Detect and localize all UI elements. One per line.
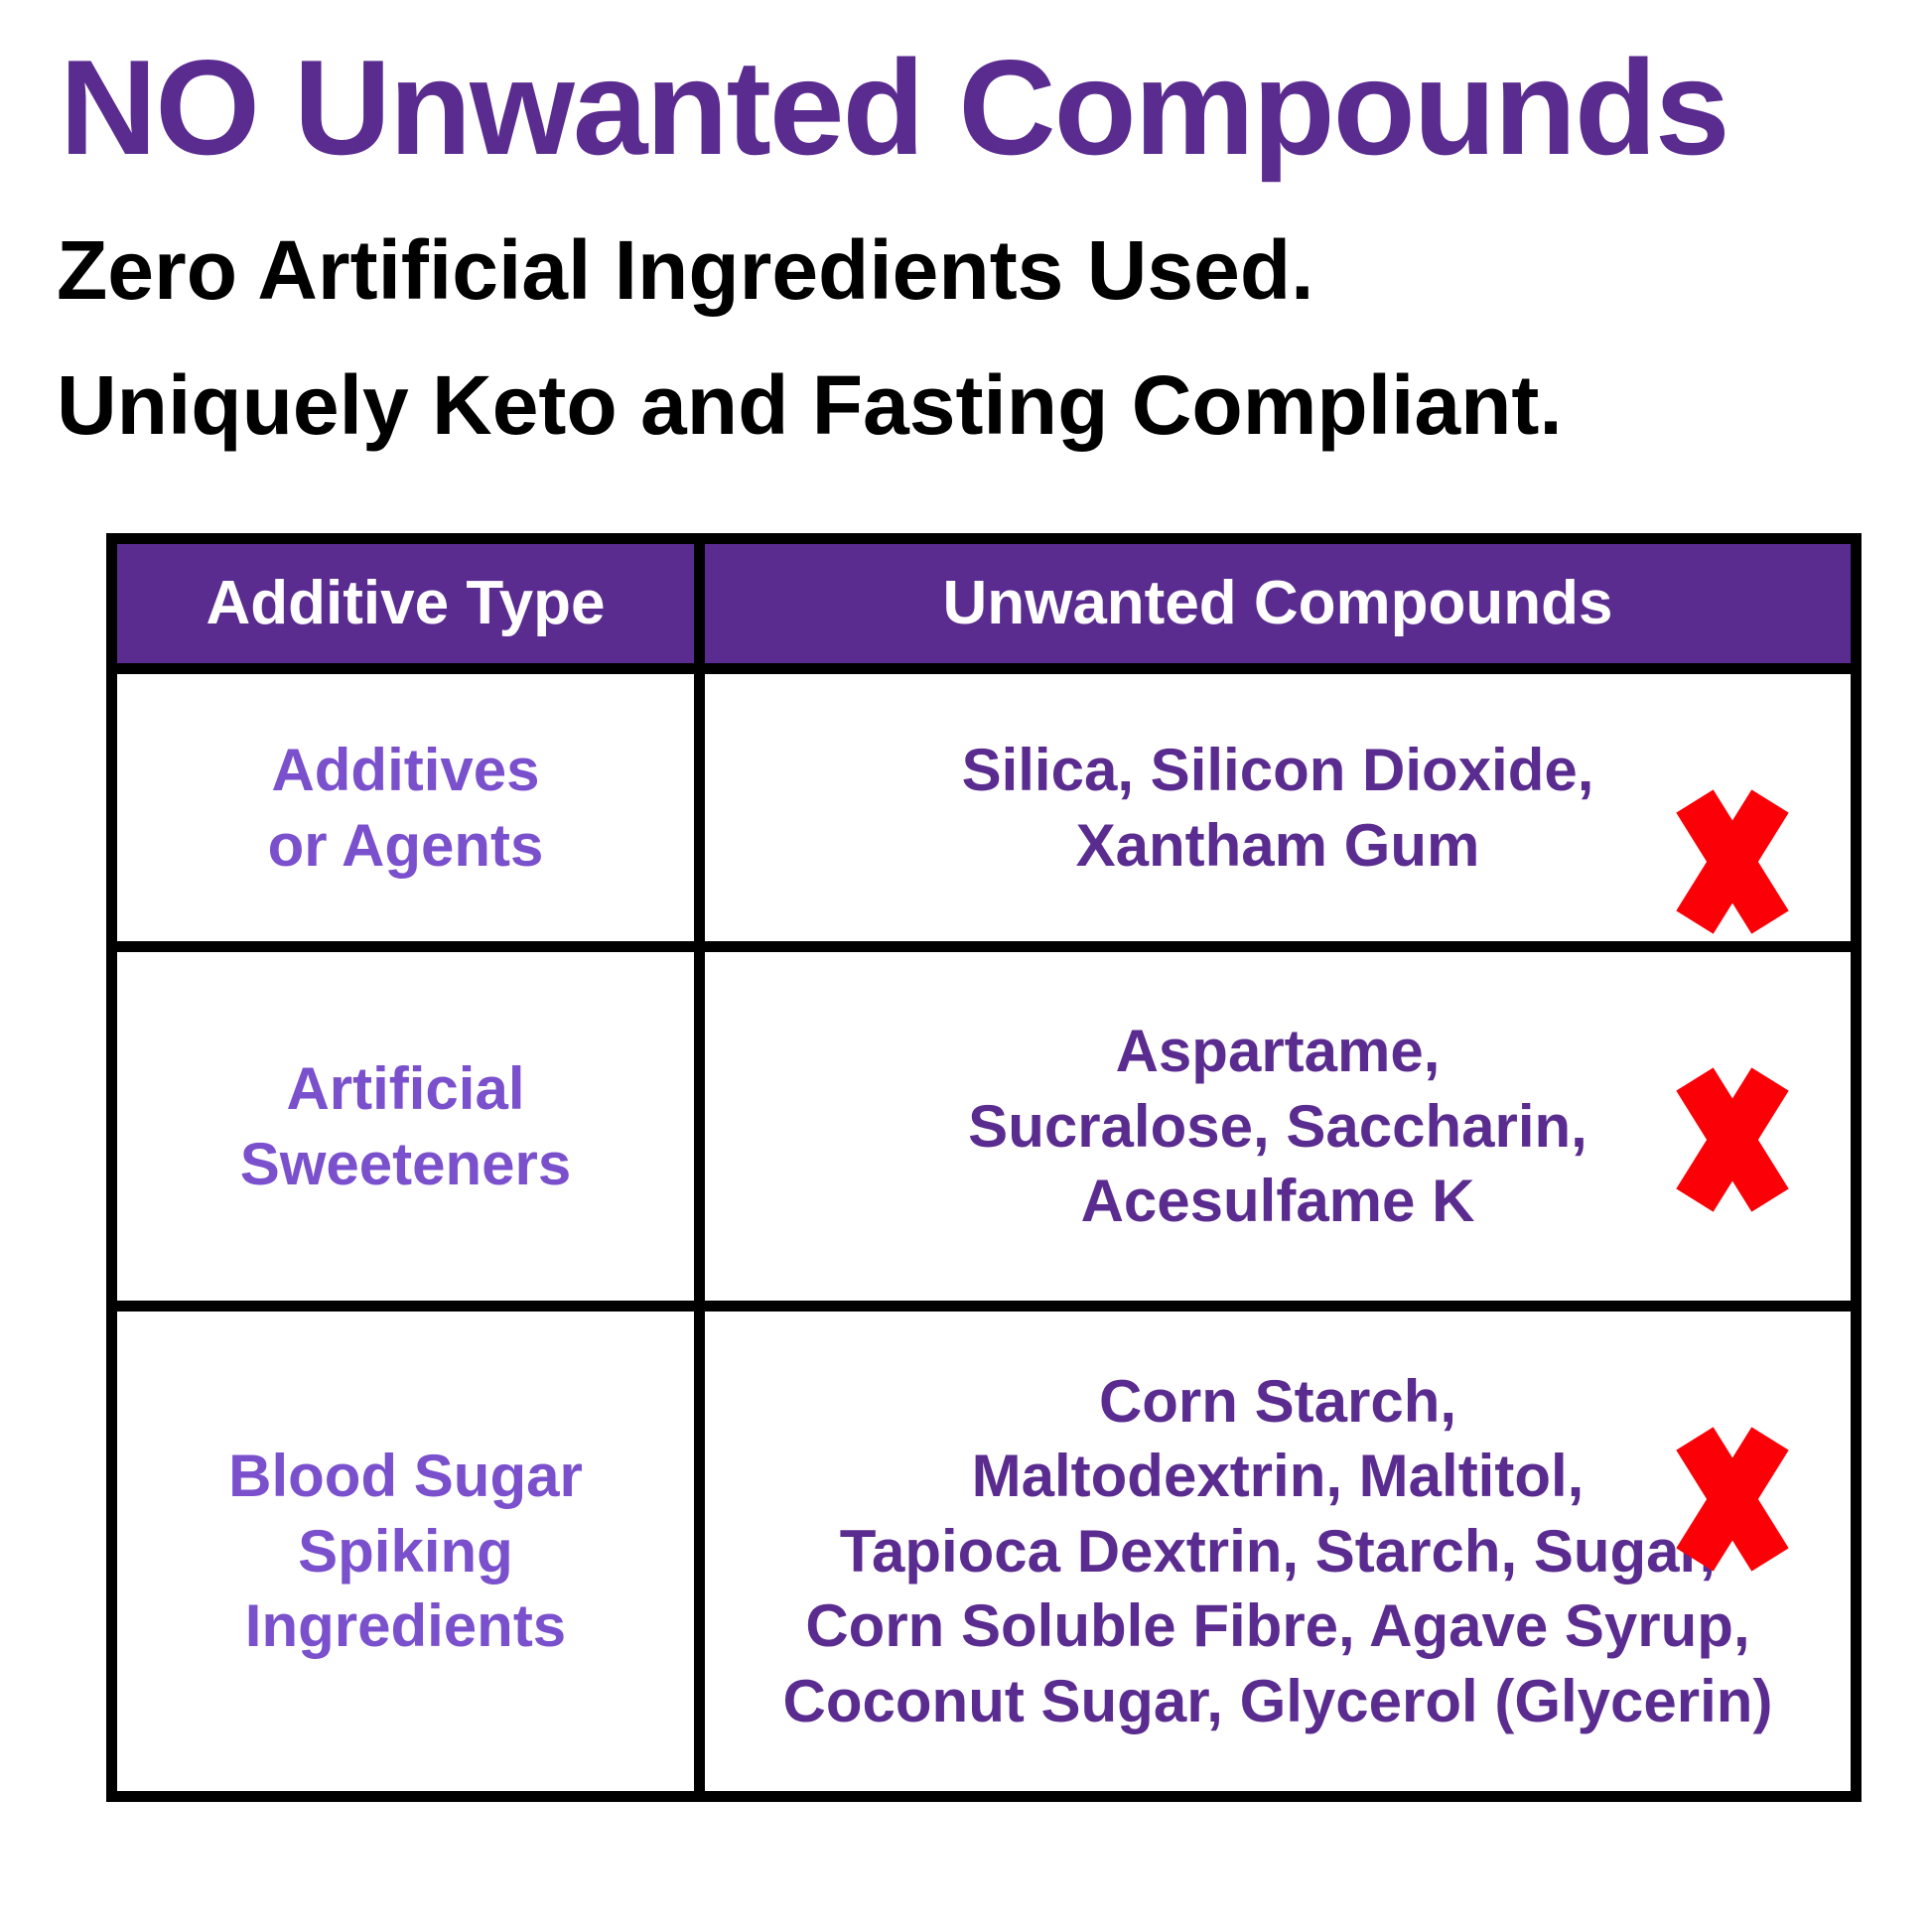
table-row-additives-type-cell: Additives or Agents [117,674,705,952]
table-row-blood-sugar-compounds-cell: Corn Starch, Maltodextrin, Maltitol, Tap… [705,1311,1851,1791]
column-header-additive-type: Additive Type [117,544,705,674]
compounds-text: Silica, Silicon Dioxide, Xantham Gum [961,736,1594,879]
table-row-sweeteners-type-cell: Artificial Sweeteners [117,952,705,1311]
table-row-blood-sugar-type-cell: Blood Sugar Spiking Ingredients [117,1311,705,1791]
unwanted-compounds-table: Additive Type Unwanted Compounds Additiv… [106,533,1862,1802]
table-row-additives-compounds-cell: Silica, Silicon Dioxide, Xantham Gum [705,674,1851,952]
red-x-icon [1672,712,1793,934]
compounds-text: Corn Starch, Maltodextrin, Maltitol, Tap… [782,1367,1773,1734]
page-title: NO Unwanted Compounds [60,32,1730,183]
page-subtitle: Zero Artificial Ingredients Used. Unique… [57,223,1563,453]
red-x-icon [1672,990,1793,1212]
red-x-icon [1672,1349,1793,1572]
compounds-text: Aspartame, Sucralose, Saccharin, Acesulf… [968,1018,1587,1235]
table-row-sweeteners-compounds-cell: Aspartame, Sucralose, Saccharin, Acesulf… [705,952,1851,1311]
column-header-unwanted-compounds: Unwanted Compounds [705,544,1851,674]
